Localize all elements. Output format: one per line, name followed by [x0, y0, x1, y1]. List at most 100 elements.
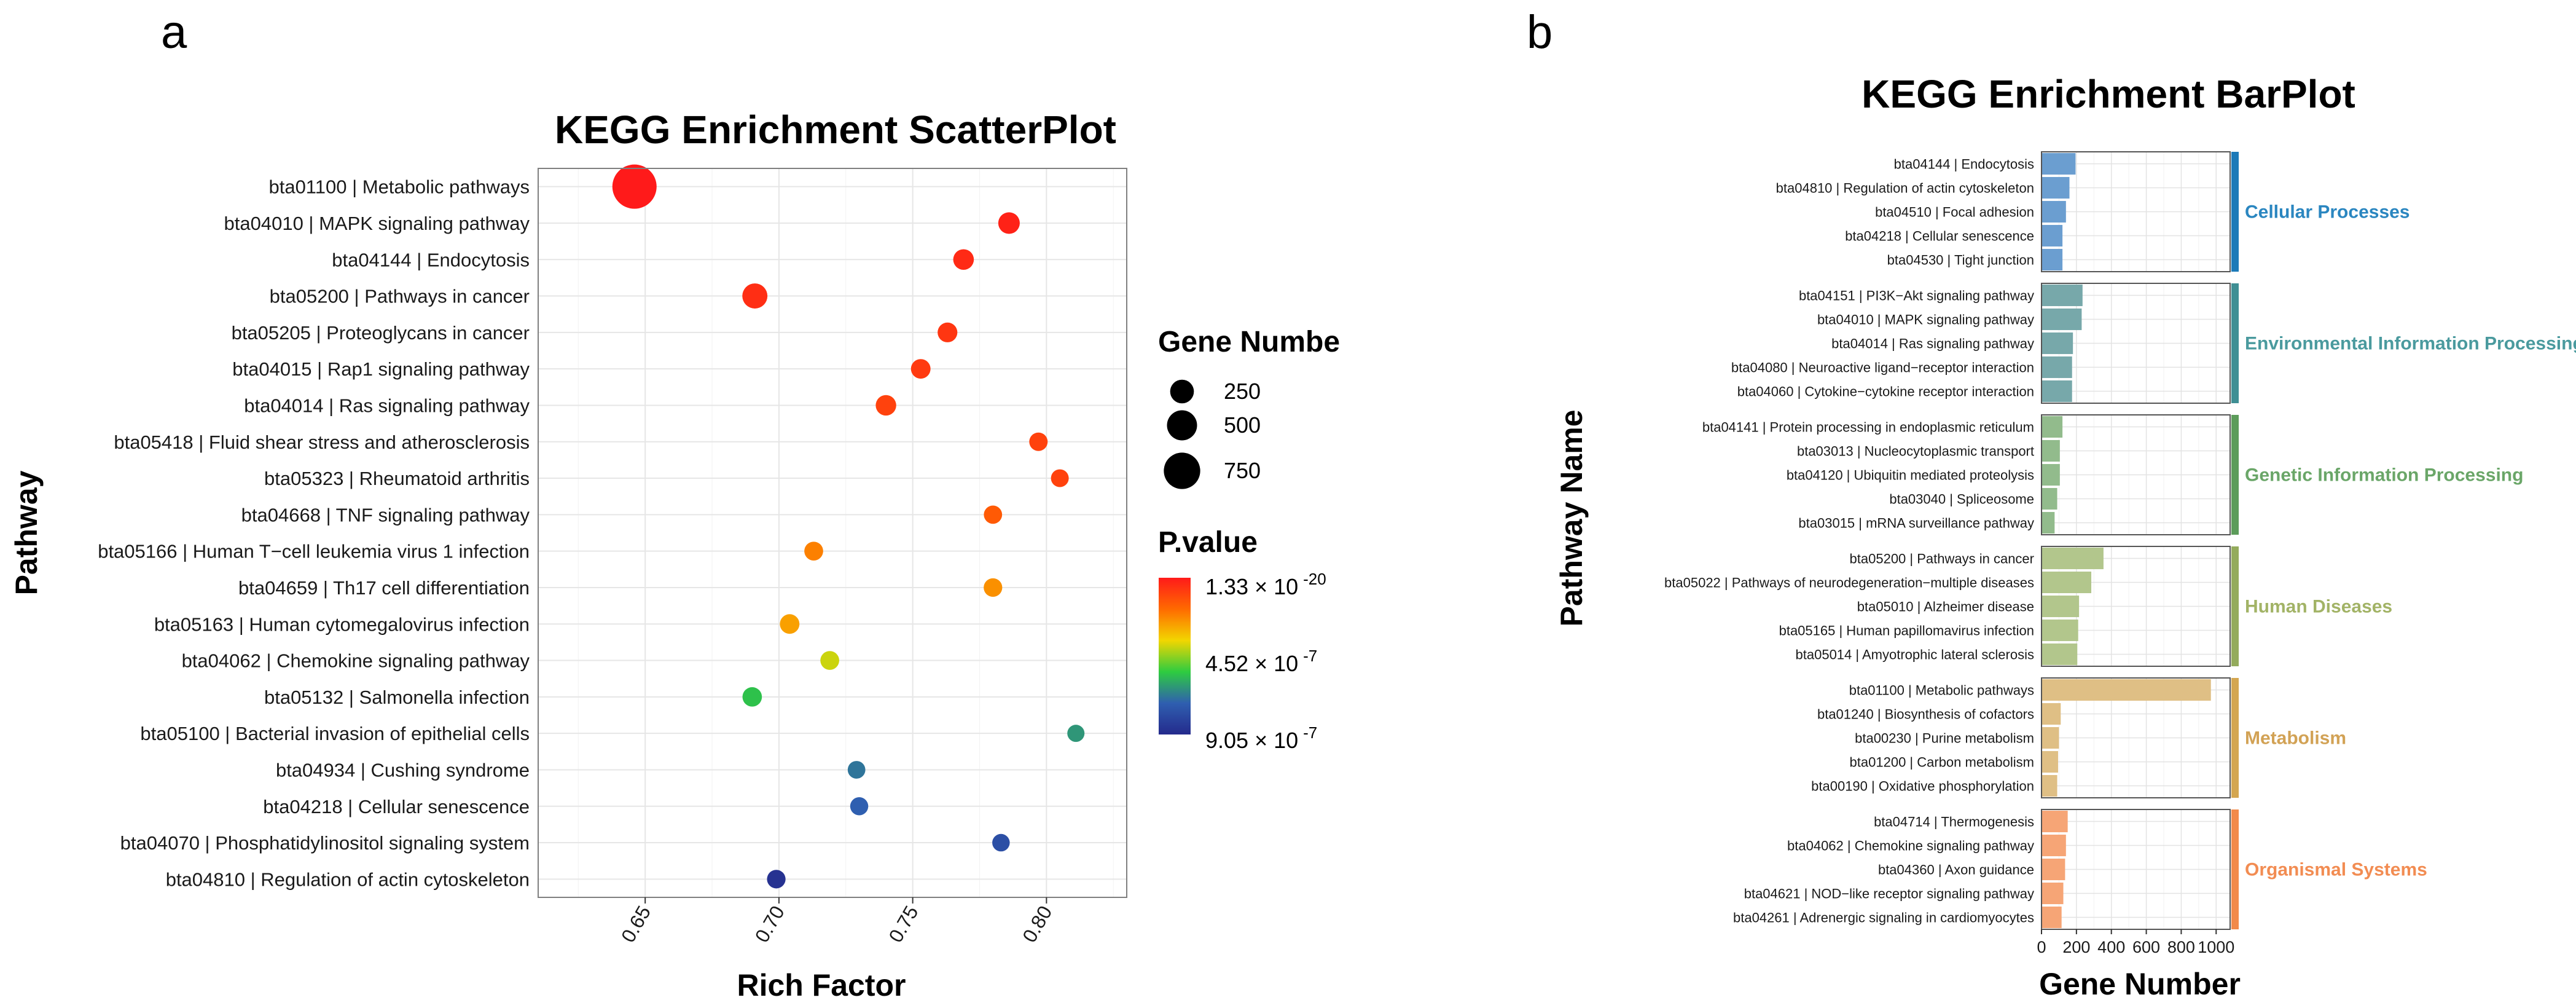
scatter-point — [1029, 432, 1048, 451]
scatter-point — [984, 578, 1003, 597]
scatter-point — [820, 651, 839, 670]
facet-strip — [2231, 678, 2239, 798]
scatter-y-tick-label: bta04810 | Regulation of actin cytoskele… — [166, 868, 530, 890]
scatter-y-tick-label: bta05323 | Rheumatoid arthritis — [264, 468, 530, 489]
bar-y-tick-label: bta04621 | NOD−like receptor signaling p… — [1744, 886, 2034, 902]
bar-x-tick-label: 200 — [2062, 938, 2090, 956]
scatter-point — [612, 164, 657, 209]
bar-y-tick-label: bta04060 | Cytokine−cytokine receptor in… — [1737, 384, 2034, 400]
bar-y-tick-label: bta05200 | Pathways in cancer — [1850, 551, 2034, 567]
bar-y-tick-label: bta00230 | Purine metabolism — [1855, 731, 2034, 746]
scatter-y-tick-label: bta04070 | Phosphatidylinositol signalin… — [120, 832, 530, 854]
scatter-point — [984, 505, 1003, 524]
facet-label: Human Diseases — [2245, 597, 2392, 617]
pvalue-legend-title: P.value — [1158, 526, 1258, 559]
scatter-x-tick-label: 0.80 — [1018, 902, 1056, 947]
scatter-x-ticks: 0.65 0.70 0.75 0.80 — [617, 897, 1056, 946]
bar-y-tick-label: bta04080 | Neuroactive ligand−receptor i… — [1731, 360, 2034, 376]
scatter-point — [992, 833, 1010, 852]
scatter-y-tick-label: bta05200 | Pathways in cancer — [270, 286, 530, 307]
bar — [2042, 679, 2211, 701]
bar — [2042, 356, 2072, 379]
bar-chart: KEGG Enrichment BarPlot bta04144 | Endoc… — [1554, 72, 2576, 1001]
scatter-x-tick-label: 0.75 — [884, 902, 922, 947]
facet-strip — [2231, 546, 2239, 666]
scatter-y-tick-label: bta04659 | Th17 cell differentiation — [238, 577, 530, 599]
bar-y-tick-label: bta05014 | Amyotrophic lateral sclerosis — [1796, 647, 2034, 663]
bar — [2042, 248, 2063, 271]
bar-y-tick-label: bta04120 | Ubiquitin mediated proteolysi… — [1787, 468, 2034, 483]
scatter-gridlines — [538, 168, 1127, 897]
scatter-point — [998, 212, 1020, 234]
bar-group: bta04714 | Thermogenesis bta04062 | Chemo… — [1733, 809, 2427, 930]
pvalue-colorbar — [1159, 578, 1191, 734]
size-legend-circle — [1167, 410, 1197, 441]
bar-y-tick-label: bta00190 | Oxidative phosphorylation — [1811, 779, 2034, 794]
scatter-y-tick-label: bta04062 | Chemokine signaling pathway — [182, 650, 530, 672]
scatter-y-tick-label: bta04014 | Ras signaling pathway — [244, 395, 530, 416]
facet-label: Organismal Systems — [2245, 860, 2427, 880]
bar-title: KEGG Enrichment BarPlot — [1862, 72, 2355, 116]
scatter-point — [780, 614, 800, 634]
facet-label: Genetic Information Processing — [2245, 465, 2523, 486]
scatter-y-tick-labels: bta01100 | Metabolic pathways bta04010 | … — [98, 176, 530, 891]
scatter-point — [875, 395, 896, 416]
panel-label-b: b — [1527, 6, 1552, 58]
pvalue-legend-exponent: -7 — [1303, 647, 1317, 665]
scatter-point — [910, 359, 931, 379]
bar — [2042, 176, 2070, 199]
pvalue-legend-mantissa: 9.05 × 10 — [1205, 728, 1298, 753]
bar-x-tick-label: 1000 — [2198, 938, 2234, 956]
bar-y-tick-label: bta03015 | mRNA surveillance pathway — [1798, 516, 2034, 531]
bar-y-tick-label: bta05165 | Human papillomavirus infectio… — [1779, 623, 2034, 639]
bar — [2042, 643, 2078, 666]
bar — [2042, 224, 2063, 247]
bar-y-tick-label: bta05022 | Pathways of neurodegeneration… — [1664, 575, 2034, 591]
facet-strip — [2231, 809, 2239, 929]
bar-panel-border — [2041, 414, 2231, 535]
bar — [2042, 858, 2065, 881]
scatter-point — [1067, 725, 1085, 742]
bar-y-tick-label: bta03013 | Nucleocytoplasmic transport — [1797, 444, 2034, 459]
bar-x-ticks: 0 200 400 600 800 1000 — [2037, 929, 2234, 956]
scatter-y-tick-label: bta05100 | Bacterial invasion of epithel… — [140, 723, 530, 744]
scatter-y-tick-label: bta05132 | Salmonella infection — [264, 687, 530, 708]
scatter-y-tick-label: bta04010 | MAPK signaling pathway — [224, 213, 530, 234]
bar — [2042, 152, 2076, 175]
bar-y-tick-label: bta04530 | Tight junction — [1887, 253, 2034, 268]
scatter-y-tick-label: bta05166 | Human T−cell leukemia virus 1… — [98, 541, 530, 562]
size-legend-label: 750 — [1224, 458, 1261, 483]
bar — [2042, 571, 2092, 594]
pvalue-legend-label: 9.05 × 10 -7 — [1205, 723, 1317, 753]
scatter-y-tick-label: bta05205 | Proteoglycans in cancer — [232, 322, 530, 344]
scatter-point — [1051, 469, 1069, 487]
bar-panel-border — [2041, 546, 2231, 667]
bar-x-tick-label: 600 — [2132, 938, 2160, 956]
bar-group: bta01100 | Metabolic pathways bta01240 | … — [1811, 677, 2346, 798]
bar-y-tick-label: bta04014 | Ras signaling pathway — [1831, 336, 2034, 352]
bar-y-tick-label: bta01100 | Metabolic pathways — [1849, 683, 2034, 698]
facet-strip — [2231, 283, 2239, 403]
bar — [2042, 463, 2060, 486]
scatter-point — [804, 541, 823, 561]
bar-y-tick-label: bta04510 | Focal adhesion — [1875, 205, 2034, 220]
scatter-y-tick-label: bta04144 | Endocytosis — [332, 249, 530, 270]
bar-y-tick-label: bta04141 | Protein processing in endopla… — [1702, 420, 2034, 435]
bar — [2042, 487, 2057, 510]
bar-y-tick-label: bta01240 | Biosynthesis of cofactors — [1817, 707, 2034, 722]
bar — [2042, 332, 2073, 355]
scatter-point — [938, 322, 958, 342]
bar-y-tick-label: bta04062 | Chemokine signaling pathway — [1787, 838, 2034, 854]
bar — [2042, 200, 2066, 223]
size-legend-title: Gene Numbe — [1158, 326, 1340, 358]
bar-y-tick-label: bta01200 | Carbon metabolism — [1850, 755, 2034, 770]
bar-panel-border — [2041, 677, 2231, 798]
pvalue-legend-label: 4.52 × 10 -7 — [1205, 647, 1317, 676]
facet-label: Cellular Processes — [2245, 202, 2410, 222]
bar — [2042, 547, 2104, 570]
bar — [2042, 750, 2059, 773]
pvalue-legend: P.value 1.33 × 10 -204.52 × 10 -79.05 × 10… — [1158, 526, 1326, 753]
bar-y-tick-label: bta04810 | Regulation of actin cytoskele… — [1776, 181, 2034, 196]
scatter-point — [742, 283, 768, 309]
